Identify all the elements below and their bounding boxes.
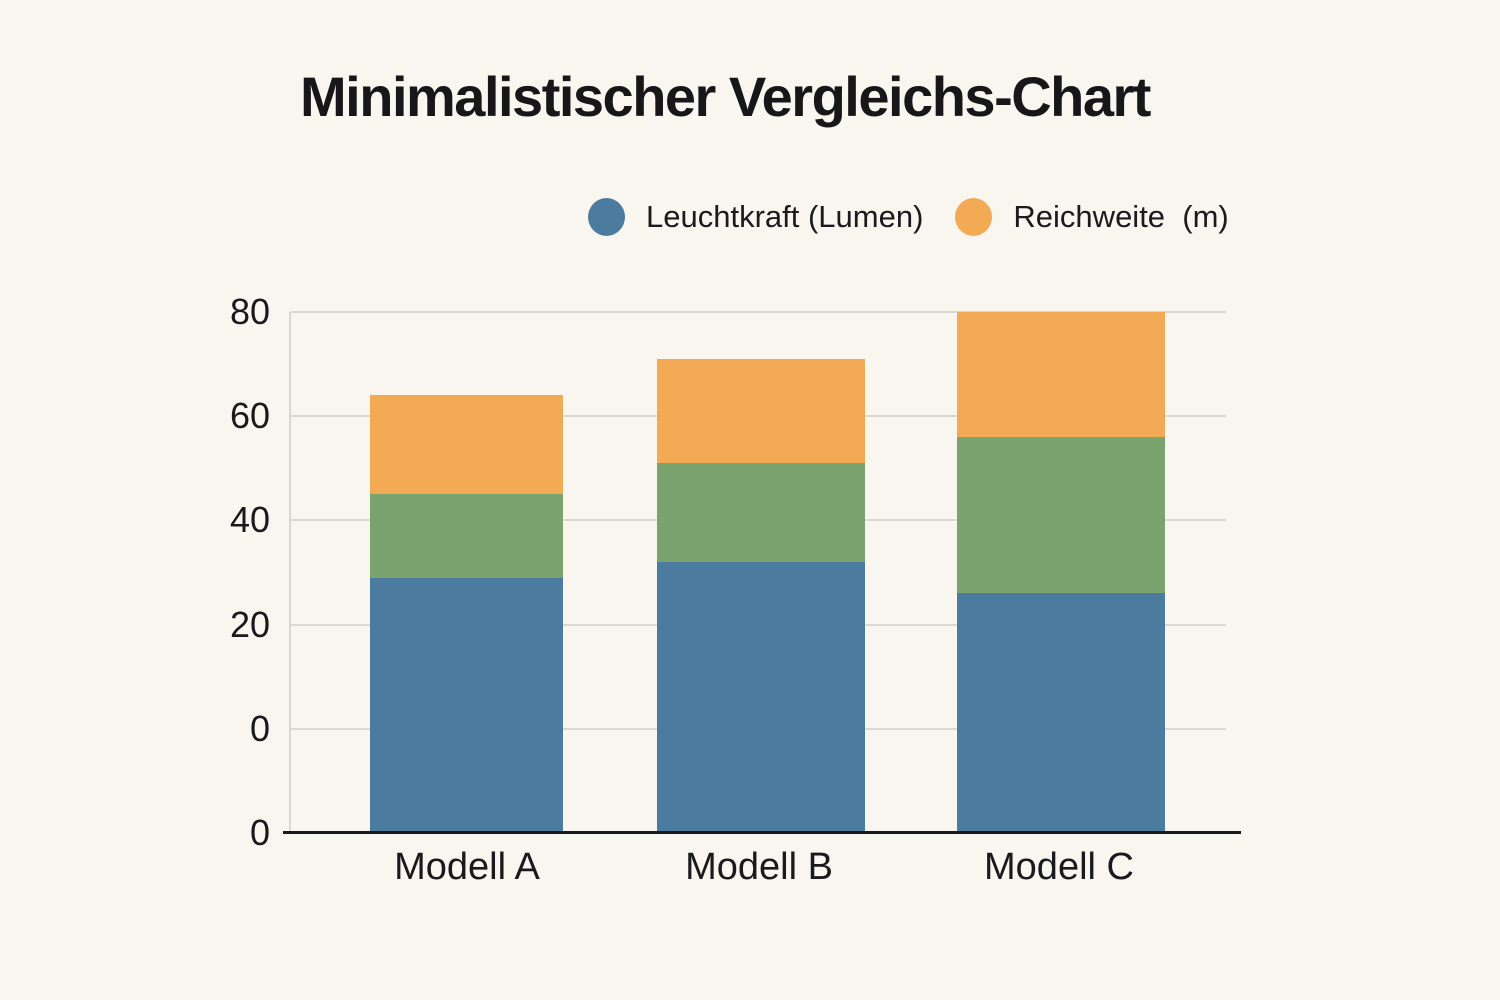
bar-segment-green	[957, 437, 1165, 594]
x-axis-label-modell-b: Modell B	[685, 846, 833, 888]
bar-modell-c	[957, 312, 1165, 833]
legend-item: Reichweite (m)	[955, 198, 1229, 236]
y-tick-label: 60	[229, 395, 270, 437]
bar-segment-green	[657, 463, 865, 563]
chart-title: Minimalistischer Vergleichs-Chart	[300, 65, 1151, 128]
x-axis-label-modell-a: Modell A	[394, 846, 540, 888]
bar-segment-green	[370, 494, 563, 578]
x-axis-line	[283, 831, 1241, 834]
bar-modell-b	[657, 312, 865, 833]
bar-segment-orange	[370, 395, 563, 495]
bar-segment-blue	[657, 562, 865, 833]
legend-swatch-icon	[588, 198, 625, 236]
y-tick-label: 80	[229, 291, 270, 332]
y-tick-label: 20	[229, 603, 270, 645]
legend-item: Leuchtkraft (Lumen)	[588, 198, 923, 236]
bar-segment-orange	[957, 312, 1165, 438]
legend-label: Reichweite (m)	[1013, 199, 1229, 234]
y-tick-label: 40	[229, 499, 270, 541]
legend-swatch-icon	[955, 198, 993, 236]
bar-segment-orange	[657, 358, 865, 464]
legend: Leuchtkraft (Lumen) Reichweite (m)	[588, 196, 1229, 238]
bar-modell-a	[370, 312, 563, 833]
y-tick-label: 0	[249, 707, 270, 749]
bar-segment-blue	[370, 577, 563, 833]
bar-segment-blue	[957, 593, 1165, 833]
gridline-80	[291, 311, 1226, 313]
plot-area	[289, 311, 1226, 833]
y-tick-label: 0	[249, 812, 270, 853]
x-axis-label-modell-c: Modell C	[984, 846, 1134, 888]
legend-label: Leuchtkraft (Lumen)	[646, 199, 924, 234]
